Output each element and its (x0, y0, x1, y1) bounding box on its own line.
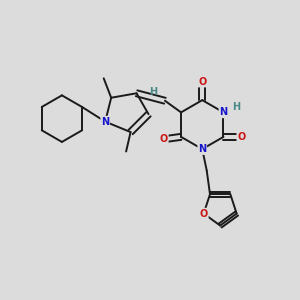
Text: O: O (200, 208, 208, 219)
Text: N: N (101, 117, 109, 127)
Text: O: O (160, 134, 168, 144)
Text: H: H (232, 102, 240, 112)
Text: N: N (198, 144, 206, 154)
Text: N: N (219, 107, 227, 117)
Text: H: H (149, 87, 158, 97)
Text: O: O (198, 76, 206, 87)
Text: O: O (237, 132, 245, 142)
